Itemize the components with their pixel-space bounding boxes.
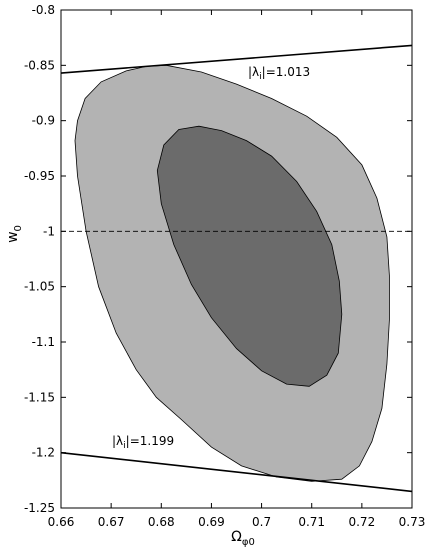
x-tick-label: 0.66: [48, 515, 75, 529]
line-label-upper: |λi|=1.013: [248, 65, 310, 82]
y-tick-label: -1.05: [24, 280, 55, 294]
x-tick-label: 0.67: [98, 515, 125, 529]
y-axis-title-main: w: [5, 231, 21, 242]
x-tick-label: 0.73: [399, 515, 426, 529]
x-tick-label: 0.69: [198, 515, 225, 529]
y-tick-label: -0.9: [32, 114, 55, 128]
y-axis-title-sub: 0: [13, 225, 24, 231]
axis-ticks: [60, 9, 413, 509]
x-tick-label: 0.71: [298, 515, 325, 529]
x-tick-label: 0.72: [348, 515, 375, 529]
y-tick-label: -1.1: [32, 335, 55, 349]
reference-lines: [60, 44, 413, 493]
eigenvalue-line-upper: [60, 44, 413, 74]
y-axis-title: w0: [5, 225, 24, 243]
line-label-lower: |λi|=1.199: [112, 434, 174, 451]
x-tick-label: 0.68: [148, 515, 175, 529]
confidence-regions: [74, 64, 390, 482]
x-axis-title-main: Ω: [231, 529, 242, 545]
x-axis-title: Ωφ0: [231, 529, 255, 548]
inner-confidence-region: [156, 125, 343, 387]
y-tick-label: -1.15: [24, 390, 55, 404]
tick-labels: 0.66 0.67 0.68 0.69 0.7 0.71 0.72 0.73 -0.8 -0.85…: [24, 3, 425, 529]
y-tick-label: -0.85: [24, 58, 55, 72]
x-tick-label: 0.7: [252, 515, 271, 529]
y-tick-label: -1.25: [24, 501, 55, 515]
y-tick-label: -0.95: [24, 169, 55, 183]
y-tick-label: -1.2: [32, 446, 55, 460]
eigenvalue-line-lower: [60, 451, 413, 493]
y-tick-label: -1: [43, 224, 55, 238]
x-axis-title-sub: φ0: [242, 537, 255, 548]
plot-frame: [60, 9, 413, 509]
y-tick-label: -0.8: [32, 3, 55, 17]
